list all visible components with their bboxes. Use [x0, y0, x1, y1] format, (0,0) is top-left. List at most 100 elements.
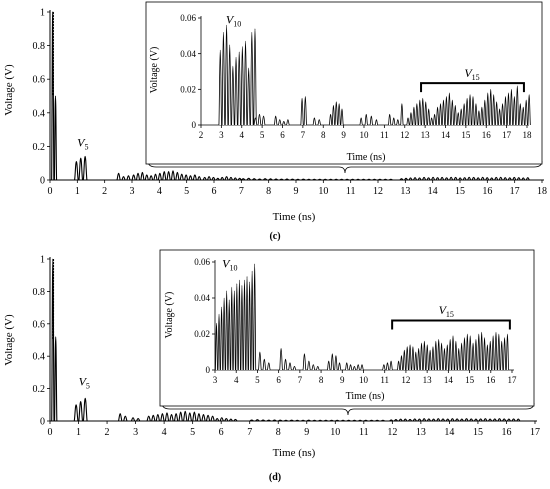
voltage-pulse — [417, 177, 422, 181]
x-tick-label: 3 — [219, 130, 224, 140]
voltage-pulse — [300, 419, 306, 422]
voltage-pulse — [268, 178, 273, 181]
annotation-symbol: V — [77, 135, 86, 149]
voltage-pulse — [437, 339, 441, 371]
x-tick-label: 6 — [219, 427, 224, 438]
voltage-pulse — [323, 178, 328, 181]
voltage-pulse — [183, 174, 189, 181]
annotation-v10: V10 — [226, 12, 241, 28]
voltage-pulse — [492, 418, 497, 422]
voltage-pulse — [290, 178, 295, 181]
voltage-pulse — [502, 418, 507, 422]
voltage-pulse — [448, 339, 452, 371]
y-tick-label: 0 — [192, 120, 197, 130]
voltage-pulse — [273, 178, 279, 181]
voltage-pulse — [374, 119, 379, 126]
voltage-pulse — [250, 270, 254, 371]
voltage-pulse — [219, 417, 224, 422]
voltage-pulse — [312, 419, 317, 422]
inset-y-ticks: 0 0.02 0.04 0.06 — [180, 13, 201, 130]
voltage-pulse — [187, 412, 193, 422]
voltage-pulse — [516, 418, 521, 422]
voltage-pulse — [518, 103, 522, 126]
voltage-pulse — [453, 104, 457, 126]
voltage-pulse — [424, 101, 428, 126]
voltage-pulse — [495, 101, 499, 126]
y-tick-label: 0.4 — [33, 352, 46, 363]
voltage-pulse — [257, 178, 262, 181]
y-tick-label: 1 — [40, 8, 45, 19]
x-tick-label: 17 — [502, 130, 512, 140]
voltage-pulse — [440, 418, 446, 422]
voltage-pulse — [279, 348, 283, 371]
inset-brace — [161, 402, 535, 416]
annotation-subscript: 15 — [472, 73, 480, 82]
y-tick-label: 0.6 — [33, 75, 46, 86]
x-tick-label: 15 — [461, 130, 471, 140]
voltage-pulse — [248, 281, 252, 371]
voltage-pulse — [215, 177, 220, 181]
voltage-pulse — [116, 172, 121, 181]
voltage-pulse — [237, 279, 241, 371]
annotation-subscript: 10 — [233, 19, 241, 28]
voltage-pulse — [117, 413, 123, 422]
voltage-pulse — [492, 94, 496, 126]
voltage-pulse — [489, 177, 494, 181]
panel-label-d: (d) — [269, 472, 281, 483]
voltage-pulse — [500, 340, 504, 371]
voltage-pulse — [278, 419, 283, 422]
voltage-pulse — [377, 178, 382, 181]
voltage-pulse — [422, 340, 426, 371]
y-axis-label: Voltage (V) — [3, 314, 15, 366]
y-tick-label: 0.02 — [180, 84, 196, 94]
voltage-pulse — [246, 67, 251, 126]
x-axis-label: Time (ns) — [273, 211, 316, 223]
voltage-pulse — [471, 96, 475, 126]
voltage-pulse — [352, 419, 357, 422]
voltage-pulse — [512, 96, 516, 126]
voltage-pulse — [480, 331, 484, 371]
x-ticks: 0 1 2 3 4 5 6 7 8 9 10 11 12 13 14 15 16 17 18 — [48, 180, 547, 197]
voltage-pulse — [476, 177, 481, 181]
x-tick-label: 16 — [501, 427, 511, 438]
voltage-pulse — [462, 103, 466, 126]
voltage-pulse — [462, 177, 467, 181]
voltage-pulse — [262, 178, 268, 181]
voltage-pulse — [222, 297, 226, 371]
voltage-pulse — [515, 85, 519, 126]
voltage-pulse — [426, 177, 431, 181]
voltage-pulse — [237, 51, 241, 126]
voltage-pulse — [82, 397, 88, 422]
voltage-pulse — [82, 155, 88, 181]
voltage-pulse — [440, 342, 444, 371]
voltage-pulse — [220, 176, 225, 181]
voltage-pulse — [383, 178, 388, 181]
voltage-pulse — [425, 344, 429, 371]
y-tick-label: 0.8 — [33, 41, 46, 52]
voltage-pulse — [148, 175, 154, 181]
voltage-pulse — [228, 176, 234, 181]
voltage-pulse — [164, 412, 170, 422]
annotation-v5: V5 — [77, 135, 88, 151]
voltage-pulse — [221, 31, 226, 126]
x-tick-label: 10 — [318, 186, 328, 197]
voltage-pulse — [284, 178, 290, 181]
x-tick-label: 4 — [162, 427, 167, 438]
voltage-pulse — [411, 346, 415, 371]
voltage-pulse — [435, 106, 440, 126]
voltage-pulse — [182, 410, 188, 422]
voltage-pulse — [306, 419, 311, 422]
voltage-pulse — [503, 177, 508, 181]
x-tick-label: 8 — [266, 186, 271, 197]
x-tick-label: 14 — [444, 375, 454, 385]
voltage-pulse — [255, 419, 260, 422]
voltage-pulse — [442, 348, 446, 371]
voltage-pulse — [228, 44, 232, 126]
voltage-pulse — [509, 88, 514, 126]
voltage-pulse — [458, 177, 463, 181]
voltage-pulse — [498, 176, 503, 181]
voltage-pulse — [273, 115, 278, 126]
inset-y-axis-label: Voltage (V) — [149, 47, 160, 94]
voltage-pulse — [283, 419, 289, 422]
voltage-pulse — [497, 418, 502, 422]
